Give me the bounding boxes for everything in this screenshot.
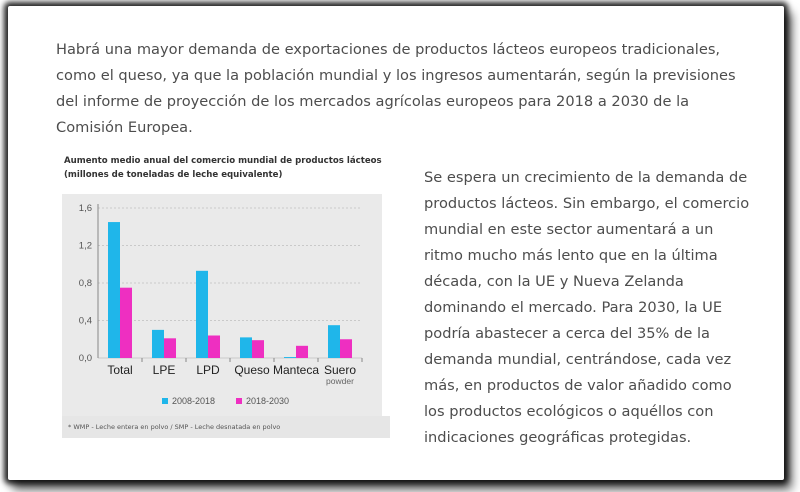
bar-2018-2030 (252, 340, 264, 358)
bar-2008-2018 (152, 329, 164, 358)
chart-subtitle: (millones de toneladas de leche equivale… (64, 170, 283, 180)
bar-2008-2018 (328, 325, 340, 358)
bar-2018-2030 (296, 345, 308, 358)
legend-swatch (162, 398, 168, 404)
x-tick-label: LPE (153, 363, 176, 377)
bar-2018-2030 (164, 338, 176, 358)
y-tick-label: 1,2 (79, 241, 92, 252)
chart-footnote: * WMP - Leche entera en polvo / SMP - Le… (62, 416, 390, 438)
dairy-trade-chart: Aumento medio anual del comercio mundial… (62, 152, 392, 438)
x-tick-label: Total (107, 363, 132, 377)
y-tick-label: 0,0 (79, 353, 92, 364)
bar-2008-2018 (240, 337, 252, 358)
bar-2018-2030 (208, 335, 220, 358)
x-tick-label: LPD (196, 363, 220, 377)
bar-2008-2018 (108, 222, 120, 358)
legend-swatch (236, 398, 242, 404)
bar-2018-2030 (340, 339, 352, 358)
bar-2008-2018 (196, 270, 208, 358)
x-tick-label: Manteca (273, 363, 319, 377)
intro-paragraph: Habrá una mayor demanda de exportaciones… (56, 40, 736, 136)
bar-2008-2018 (284, 357, 296, 358)
chart-title: Aumento medio anual del comercio mundial… (64, 156, 382, 166)
legend-label: 2008-2018 (172, 396, 215, 406)
legend-label: 2018-2030 (246, 396, 289, 406)
bar-2018-2030 (120, 287, 132, 358)
x-tick-sublabel: powder (326, 376, 354, 386)
y-tick-label: 1,6 (79, 203, 92, 214)
chart-svg: 0,0 0,4 0,8 1,2 1,6 Total LPE LPD Queso Manteca Su… (79, 203, 363, 406)
x-tick-label: Queso (234, 363, 270, 377)
y-tick-label: 0,4 (79, 316, 92, 327)
side-paragraph: Se espera un crecimiento de la demanda d… (424, 168, 750, 446)
y-tick-label: 0,8 (79, 278, 92, 289)
x-tick-label: Suero (324, 363, 356, 377)
chart-title-block: Aumento medio anual del comercio mundial… (64, 154, 392, 182)
